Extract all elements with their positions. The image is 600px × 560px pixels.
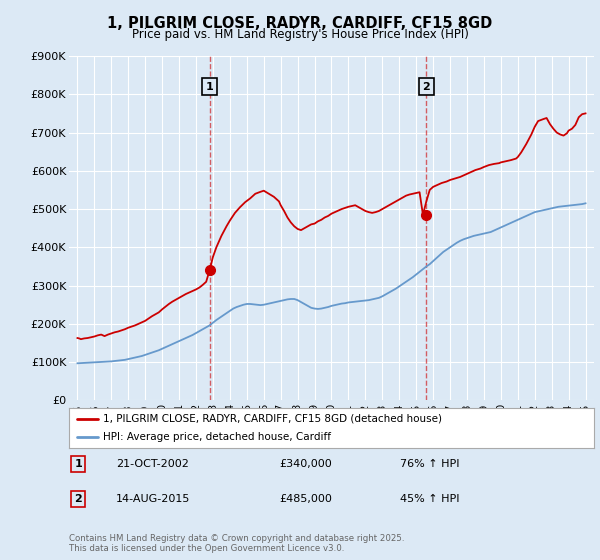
Text: £485,000: £485,000 (279, 494, 332, 504)
Text: £340,000: £340,000 (279, 459, 332, 469)
Text: 45% ↑ HPI: 45% ↑ HPI (400, 494, 459, 504)
Text: Contains HM Land Registry data © Crown copyright and database right 2025.
This d: Contains HM Land Registry data © Crown c… (69, 534, 404, 553)
Text: HPI: Average price, detached house, Cardiff: HPI: Average price, detached house, Card… (103, 432, 331, 442)
Text: 1, PILGRIM CLOSE, RADYR, CARDIFF, CF15 8GD: 1, PILGRIM CLOSE, RADYR, CARDIFF, CF15 8… (107, 16, 493, 31)
Text: 14-AUG-2015: 14-AUG-2015 (116, 494, 191, 504)
Text: 21-OCT-2002: 21-OCT-2002 (116, 459, 189, 469)
Text: 2: 2 (74, 494, 82, 504)
Text: 1: 1 (206, 82, 214, 92)
Text: 1: 1 (74, 459, 82, 469)
Text: 1, PILGRIM CLOSE, RADYR, CARDIFF, CF15 8GD (detached house): 1, PILGRIM CLOSE, RADYR, CARDIFF, CF15 8… (103, 414, 442, 423)
Text: Price paid vs. HM Land Registry's House Price Index (HPI): Price paid vs. HM Land Registry's House … (131, 28, 469, 41)
Text: 76% ↑ HPI: 76% ↑ HPI (400, 459, 459, 469)
Text: 2: 2 (422, 82, 430, 92)
